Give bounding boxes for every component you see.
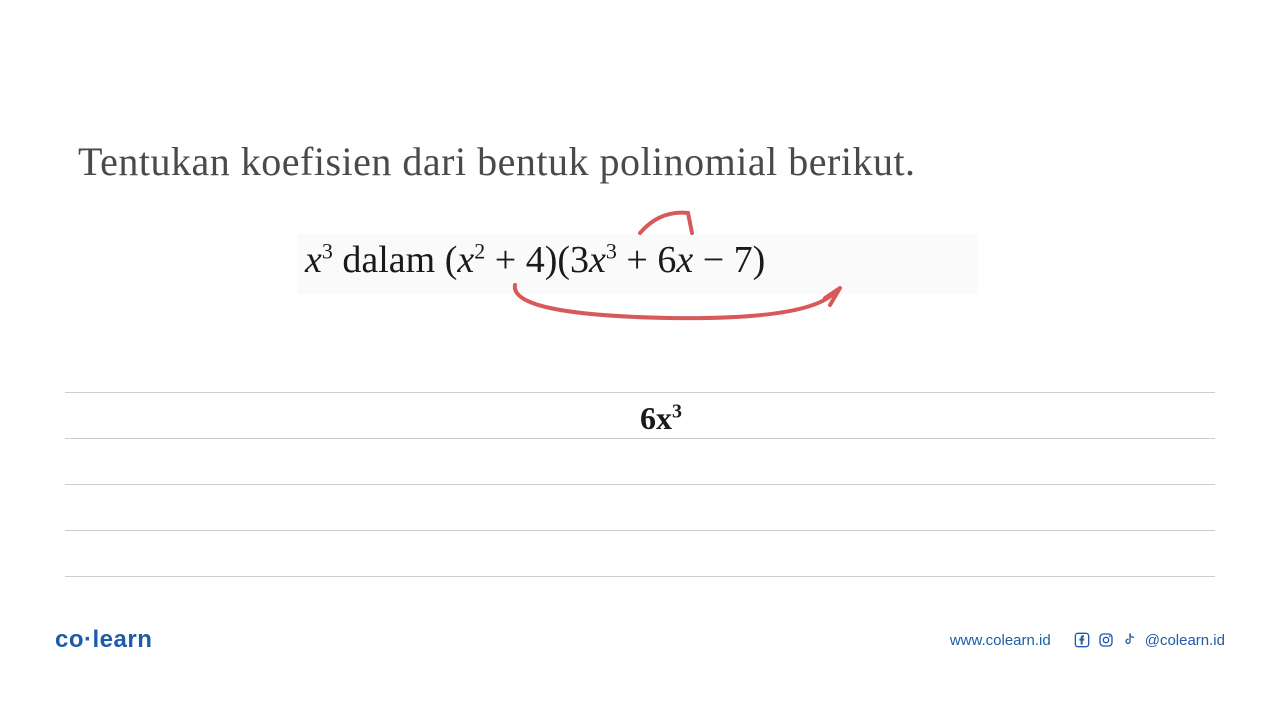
question-prompt: Tentukan koefisien dari bentuk polinomia… — [78, 138, 916, 185]
eq-var-x1: x — [305, 239, 322, 281]
facebook-icon — [1073, 631, 1091, 649]
tiktok-icon — [1121, 631, 1139, 649]
eq-minus7: − 7) — [693, 239, 765, 281]
handwritten-answer: 6x3 — [640, 400, 682, 437]
rule-line — [65, 484, 1215, 485]
rule-line — [65, 438, 1215, 439]
eq-word-dalam: dalam — [333, 239, 445, 281]
rule-line — [65, 392, 1215, 393]
eq-plus4: + 4)(3 — [485, 239, 589, 281]
handwritten-exp: 3 — [672, 400, 682, 422]
slide-content: Tentukan koefisien dari bentuk polinomia… — [0, 0, 1280, 720]
eq-plus6: + 6 — [617, 239, 676, 281]
eq-exp2: 2 — [474, 238, 485, 263]
footer-url: www.colearn.id — [950, 632, 1051, 649]
logo-part1: co — [55, 626, 84, 653]
footer: co·learn www.colearn.id @colearn.id — [0, 620, 1280, 660]
eq-exp3: 3 — [606, 238, 617, 263]
rule-line — [65, 530, 1215, 531]
social-group: @colearn.id — [1073, 631, 1225, 649]
eq-var-x2: x — [457, 239, 474, 281]
annotation-arc-top — [630, 205, 710, 240]
social-handle: @colearn.id — [1145, 632, 1225, 649]
eq-var-x3: x — [589, 239, 606, 281]
eq-var-x4: x — [676, 239, 693, 281]
annotation-arrow-bottom — [500, 280, 860, 330]
handwritten-coef: 6x — [640, 400, 672, 436]
eq-exp1: 3 — [322, 238, 333, 263]
logo-part2: learn — [93, 626, 153, 653]
instagram-icon — [1097, 631, 1115, 649]
equation: x3 dalam (x2 + 4)(3x3 + 6x − 7) — [305, 238, 765, 282]
brand-logo: co·learn — [55, 626, 152, 654]
rule-line — [65, 576, 1215, 577]
logo-dot: · — [84, 626, 93, 653]
eq-open1: ( — [445, 239, 458, 281]
footer-right: www.colearn.id @colearn.id — [950, 631, 1225, 649]
